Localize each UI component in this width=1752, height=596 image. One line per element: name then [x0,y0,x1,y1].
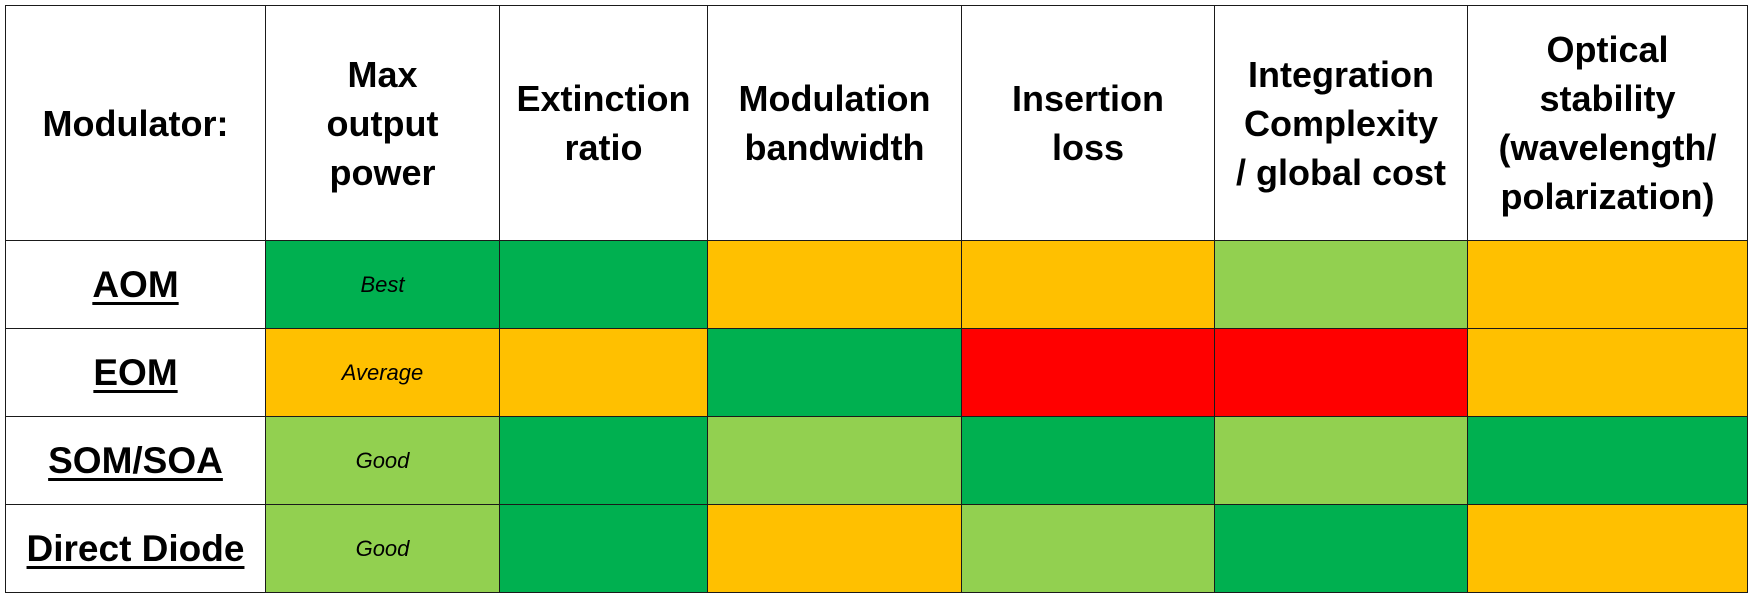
rating-cell [1467,416,1748,505]
rating-cell [1214,328,1468,417]
rating-cell [1467,328,1748,417]
rating-cell [1214,240,1468,329]
rating-cell [961,240,1215,329]
column-header-integration-complexity: Integration Complexity / global cost [1214,5,1468,241]
rating-cell [499,416,708,505]
rating-cell [1467,240,1748,329]
rating-cell: Best [265,240,500,329]
row-header: AOM [5,240,266,329]
rating-cell: Good [265,416,500,505]
rating-cell [707,504,962,593]
rating-cell [707,328,962,417]
column-header-insertion-loss: Insertion loss [961,5,1215,241]
header-row: Modulator: Max output power Extinction r… [5,5,1748,241]
table-row: AOM Best [5,240,1748,329]
rating-cell [961,328,1215,417]
rating-cell [707,416,962,505]
column-header-extinction-ratio: Extinction ratio [499,5,708,241]
rating-cell [1467,504,1748,593]
column-header-modulation-bandwidth: Modulation bandwidth [707,5,962,241]
rating-cell [1214,416,1468,505]
column-header-max-output-power: Max output power [265,5,500,241]
table-row: SOM/SOA Good [5,416,1748,505]
rating-cell [499,328,708,417]
rating-cell [961,504,1215,593]
rating-cell [499,240,708,329]
row-header: EOM [5,328,266,417]
column-header-optical-stability: Optical stability (wavelength/ polarizat… [1467,5,1748,241]
rating-cell [707,240,962,329]
modulator-comparison-table: Modulator: Max output power Extinction r… [5,5,1748,593]
row-header: SOM/SOA [5,416,266,505]
rating-cell [961,416,1215,505]
rating-cell: Good [265,504,500,593]
corner-header: Modulator: [5,5,266,241]
rating-cell [1214,504,1468,593]
table-row: Direct Diode Good [5,504,1748,593]
row-header: Direct Diode [5,504,266,593]
rating-cell [499,504,708,593]
table-row: EOM Average [5,328,1748,417]
rating-cell: Average [265,328,500,417]
